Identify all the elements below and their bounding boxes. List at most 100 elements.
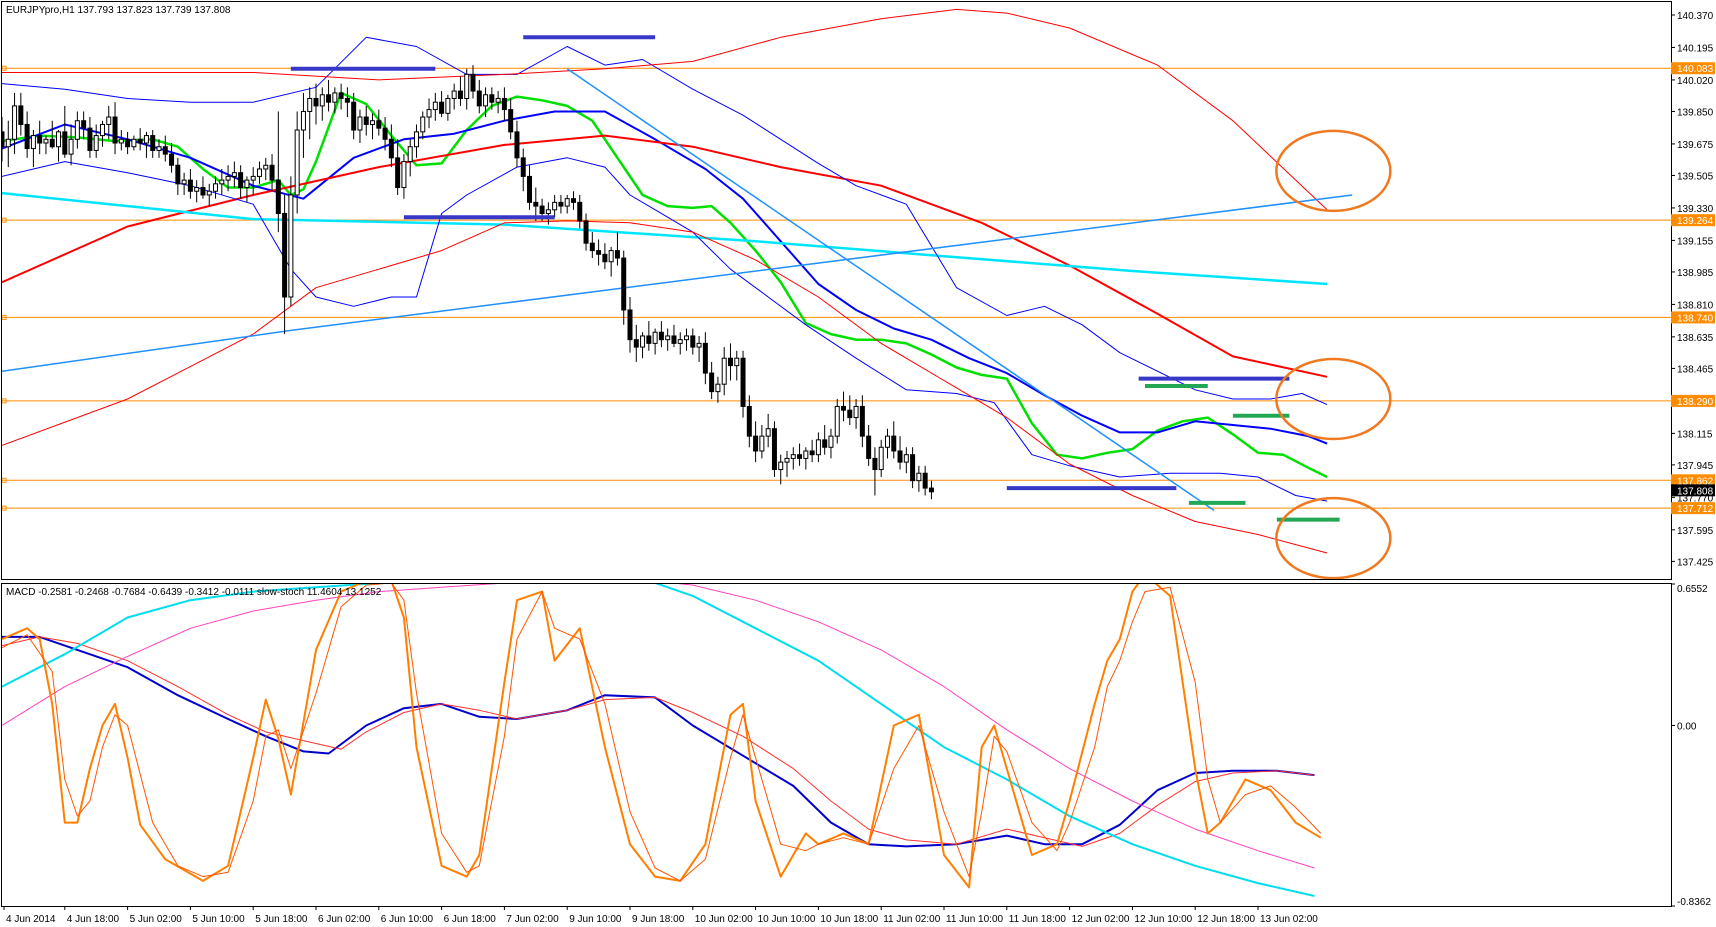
candle	[897, 436, 903, 470]
candle	[910, 447, 916, 489]
time-tick-label: 13 Jun 02:00	[1260, 914, 1318, 925]
candle-body	[828, 435, 834, 448]
candle-body	[99, 123, 105, 137]
candle	[859, 395, 865, 448]
candle	[734, 350, 740, 381]
candle-body	[357, 116, 363, 131]
candle-body	[834, 405, 840, 437]
candle-body	[621, 257, 627, 311]
candle-body	[275, 179, 281, 215]
time-tick-label: 5 Jun 02:00	[130, 914, 183, 925]
candle	[577, 194, 583, 229]
main-panel-frame	[1, 1, 1672, 580]
candle	[175, 157, 181, 195]
candle	[928, 480, 934, 500]
level-price-label: 137.712	[1677, 504, 1714, 515]
candle	[219, 168, 225, 195]
candle	[5, 120, 11, 168]
candle-body	[194, 187, 200, 192]
candle-body	[344, 97, 350, 103]
candle-body	[407, 146, 413, 163]
candle-body	[596, 250, 602, 255]
candle	[922, 465, 928, 496]
candle-body	[790, 454, 796, 459]
candle-body	[527, 175, 533, 203]
candle-body	[351, 101, 357, 131]
level-price-label: 139.264	[1677, 216, 1714, 227]
price-tick-label: 137.595	[1677, 526, 1714, 537]
candle	[256, 161, 262, 184]
candle-body	[118, 138, 124, 144]
level-price-box	[1671, 394, 1715, 407]
candle-body	[841, 405, 847, 411]
candle-body	[552, 201, 558, 211]
candle	[93, 124, 99, 158]
trendline-2	[566, 68, 1215, 511]
level-price-label: 140.083	[1677, 64, 1714, 75]
candle-body	[803, 450, 809, 459]
candle	[43, 135, 49, 155]
price-tick-label: 139.155	[1677, 236, 1714, 247]
candle	[778, 454, 784, 485]
candle-body	[508, 109, 514, 133]
candle	[213, 176, 219, 199]
candle	[495, 91, 501, 114]
candle	[56, 130, 62, 162]
candle-body	[87, 127, 93, 151]
candle	[570, 191, 576, 210]
candle	[658, 321, 664, 348]
macd-tick-label: -0.8362	[1677, 897, 1711, 908]
candle-body	[464, 73, 470, 99]
candle-body	[112, 116, 118, 144]
candle-body	[206, 190, 212, 196]
candle-body	[784, 457, 790, 463]
candle-body	[231, 172, 237, 177]
candle-body	[175, 164, 181, 185]
time-tick-label: 10 Jun 10:00	[758, 914, 816, 925]
price-tick-label: 137.425	[1677, 557, 1714, 568]
price-tick-label: 140.195	[1677, 43, 1714, 54]
candle-body	[62, 131, 68, 155]
candle	[715, 376, 721, 403]
main-panel-header: EURJPYpro,H1 137.793 137.823 137.739 137…	[6, 5, 231, 16]
candle	[702, 332, 708, 385]
candle	[351, 92, 357, 140]
candle-body	[797, 454, 803, 459]
candle	[464, 68, 470, 110]
candle	[640, 332, 646, 359]
candle	[583, 213, 589, 251]
current-price-box	[1671, 484, 1715, 497]
time-tick-label: 10 Jun 18:00	[820, 914, 878, 925]
candle-body	[445, 97, 451, 114]
candle	[131, 135, 137, 151]
candle-body	[363, 116, 369, 125]
level-marker-0	[2, 65, 7, 71]
candle-body	[765, 428, 771, 437]
level-marker-2	[2, 314, 7, 320]
trendline-0	[2, 329, 291, 372]
candle-body	[872, 457, 878, 471]
candle-body	[332, 92, 338, 103]
series-long-ma-cyan	[2, 584, 1315, 897]
candle-body	[520, 157, 526, 177]
candle	[30, 130, 36, 168]
candle	[784, 450, 790, 477]
candle-body	[238, 172, 244, 189]
candle-body	[376, 120, 382, 129]
candle-body	[891, 435, 897, 452]
candle	[106, 105, 112, 140]
candle	[841, 391, 847, 422]
candle	[187, 168, 193, 199]
candle	[828, 428, 834, 459]
candle	[313, 83, 319, 125]
candle-body	[759, 435, 765, 452]
candle	[432, 92, 438, 121]
candle	[143, 131, 149, 158]
candle-body	[928, 487, 934, 493]
candle	[489, 87, 495, 110]
time-tick-label: 9 Jun 18:00	[632, 914, 685, 925]
level-price-label: 138.740	[1677, 313, 1714, 324]
candle	[326, 79, 332, 112]
candle	[633, 324, 639, 362]
symbol-label: EURJPYpro,H1	[6, 5, 75, 16]
